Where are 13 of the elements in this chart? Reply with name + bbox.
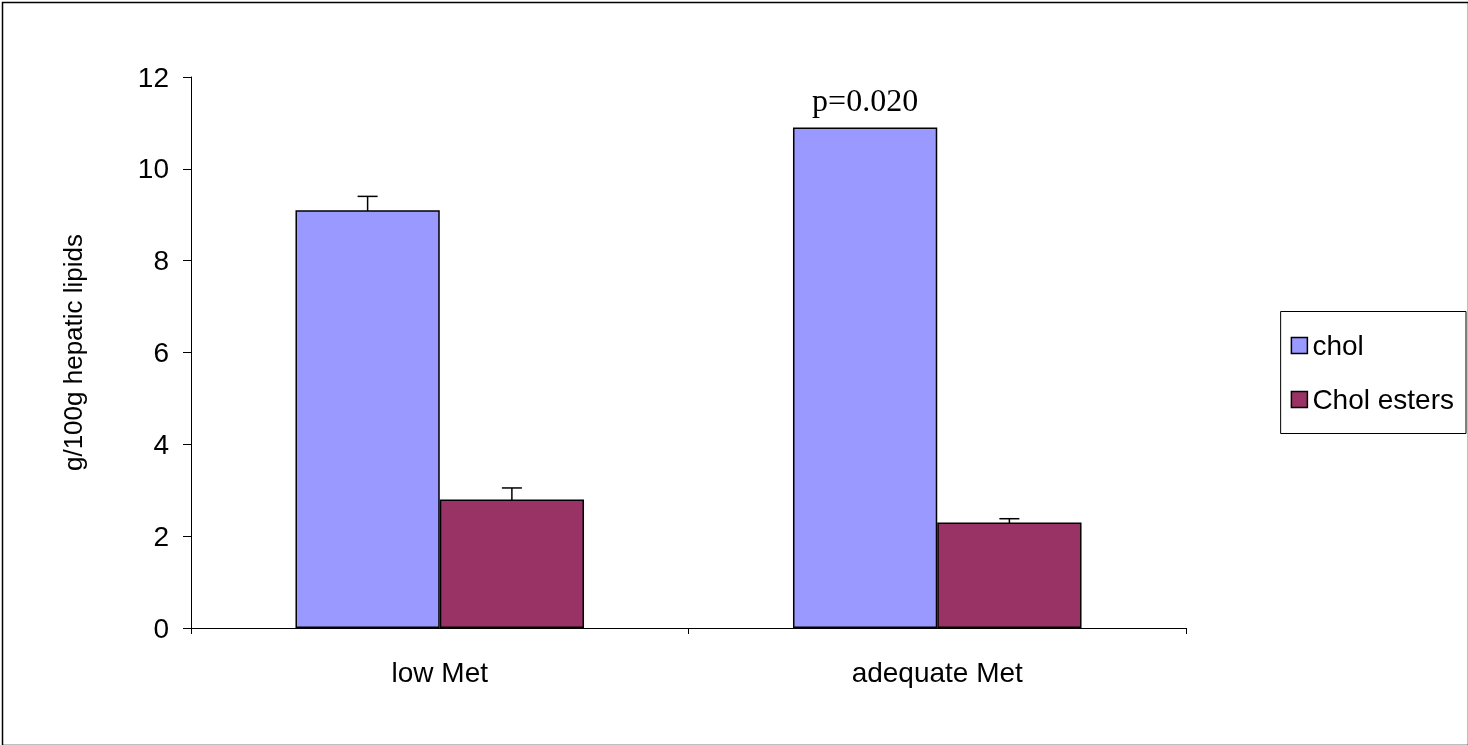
x-tick-label: low Met bbox=[391, 656, 489, 688]
y-tick-label: 4 bbox=[153, 428, 169, 460]
y-tick-label: 0 bbox=[153, 612, 169, 644]
y-tick-label: 10 bbox=[137, 153, 169, 185]
legend-label: chol bbox=[1312, 330, 1364, 361]
y-tick-label: 12 bbox=[137, 61, 169, 93]
legend-label: Chol esters bbox=[1312, 384, 1455, 415]
annotation: p=0.020 bbox=[812, 81, 919, 118]
y-tick-label: 2 bbox=[153, 520, 169, 552]
y-axis-title: g/100g hepatic lipids bbox=[58, 233, 88, 472]
y-tick-label: 6 bbox=[153, 337, 169, 368]
x-tick-label: adequate Met bbox=[851, 656, 1024, 688]
y-tick-label: 8 bbox=[153, 245, 169, 277]
